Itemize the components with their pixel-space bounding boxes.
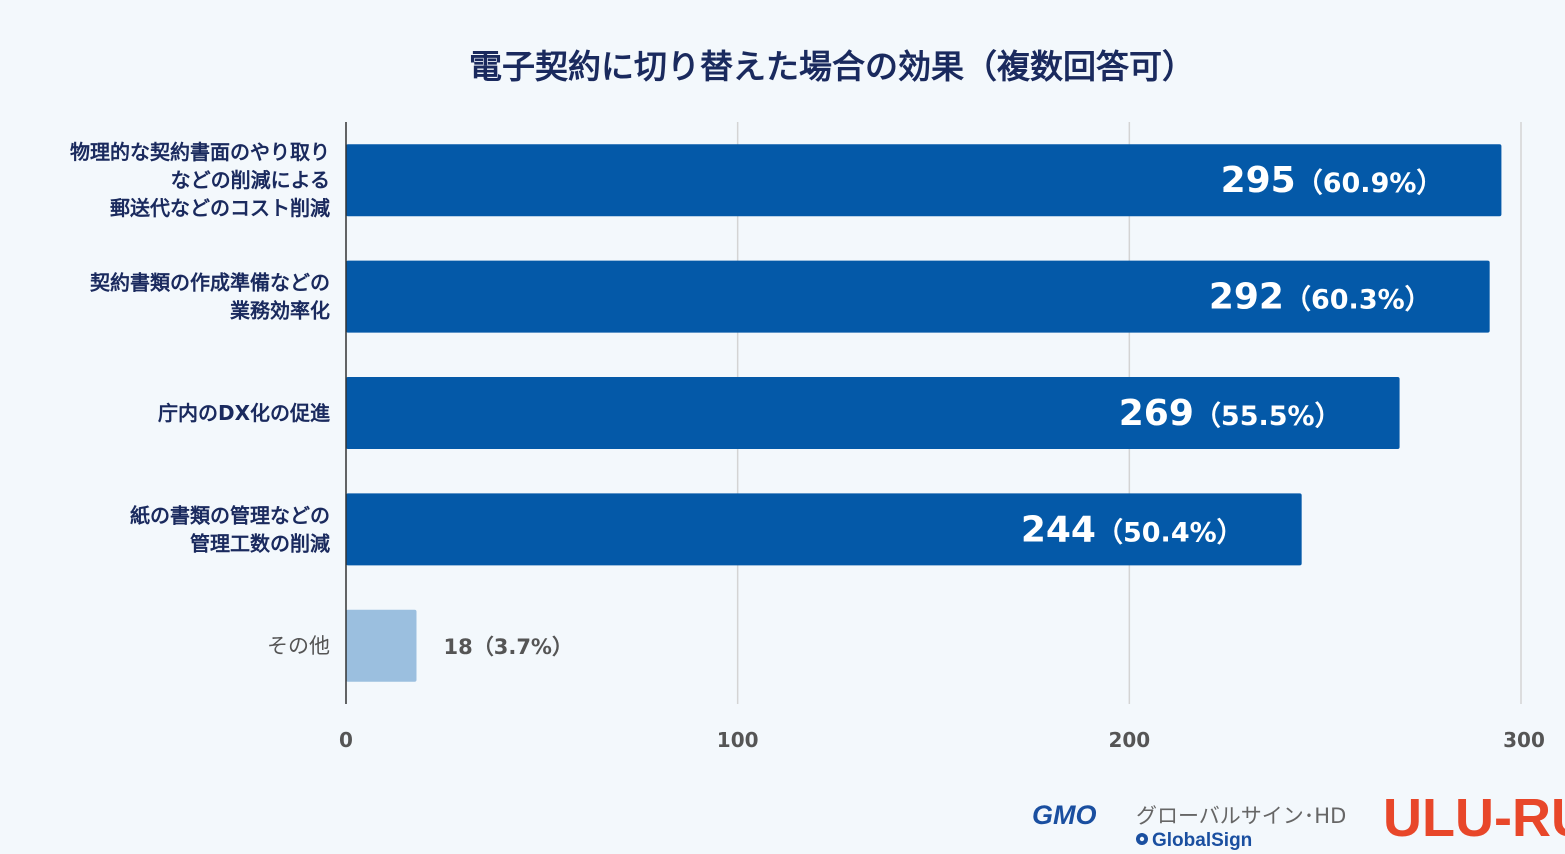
bar [346, 144, 1502, 217]
data-label-value: 292 [1209, 277, 1284, 318]
data-label-percent: （3.7%） [473, 635, 573, 659]
globalsign-logo: GlobalSign [1152, 830, 1252, 851]
category-label: 契約書類の作成準備などの [89, 271, 330, 295]
data-label: 18（3.7%） [444, 635, 573, 659]
x-tick-label: 300 [1503, 728, 1545, 752]
data-label: 269（55.5%） [1119, 393, 1342, 434]
data-label-percent: （50.4%） [1096, 517, 1244, 548]
data-label-percent: （60.3%） [1284, 285, 1432, 316]
category-label: 郵送代などのコスト削減 [110, 196, 330, 220]
gmo-logo-mark: GMO [1032, 800, 1097, 830]
x-axis-ticks: 0 100 200 300 [339, 728, 1545, 752]
gmo-logo: GMO グローバルサイン･HD GlobalSign [1032, 800, 1346, 851]
category-label: などの削減による [171, 168, 330, 192]
x-tick-label: 200 [1108, 728, 1150, 752]
data-labels: 295（60.9%） 292（60.3%） 269（55.5%） 244（50.4%）… [444, 160, 1444, 659]
data-label-value: 18 [444, 635, 473, 659]
data-label-percent: （60.9%） [1296, 168, 1444, 199]
x-tick-label: 100 [717, 728, 759, 752]
data-label-percent: （55.5%） [1194, 401, 1342, 432]
category-label: その他 [267, 634, 330, 658]
category-label: 庁内のDX化の促進 [158, 401, 330, 425]
uluru-logo: ULU-RU [1383, 788, 1565, 848]
chart-title: 電子契約に切り替えた場合の効果（複数回答可） [469, 47, 1195, 86]
data-label-value: 269 [1119, 393, 1194, 434]
x-tick-label: 0 [339, 728, 353, 752]
globalsign-dot-inner [1139, 836, 1145, 842]
data-label-value: 295 [1221, 160, 1296, 201]
bar [346, 260, 1490, 333]
category-label: 業務効率化 [230, 299, 330, 323]
data-label: 292（60.3%） [1209, 277, 1432, 318]
category-label: 管理工数の削減 [190, 531, 330, 555]
data-label: 244（50.4%） [1021, 509, 1244, 550]
category-label: 物理的な契約書面のやり取り [70, 140, 330, 164]
bar [346, 609, 417, 682]
category-label: 紙の書類の管理などの [130, 503, 330, 527]
data-label-value: 244 [1021, 509, 1096, 550]
bar [346, 377, 1400, 449]
bars [346, 144, 1502, 682]
gmo-logo-text: グローバルサイン･HD [1136, 804, 1346, 828]
data-label: 295（60.9%） [1221, 160, 1444, 201]
bar [346, 493, 1302, 566]
category-labels: 物理的な契約書面のやり取りなどの削減による郵送代などのコスト削減契約書類の作成準… [70, 140, 330, 658]
